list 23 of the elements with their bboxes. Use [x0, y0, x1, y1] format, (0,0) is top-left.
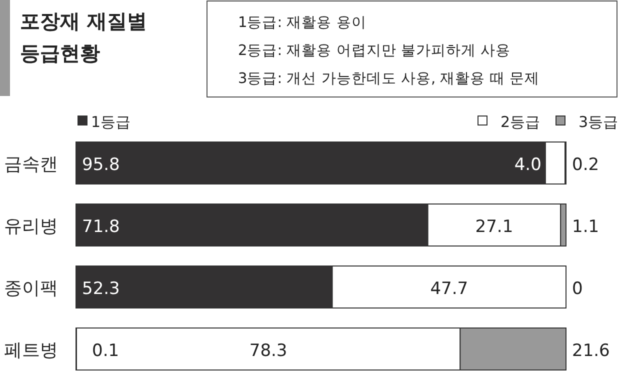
legend-label: 2등급: [500, 113, 540, 131]
y-tick-label: 유리병: [4, 216, 58, 237]
text: 1등급: 재활용 용이: [238, 15, 366, 31]
data-label: 71.8: [82, 217, 120, 237]
data-label: 4.0: [514, 155, 542, 175]
data-label: 21.6: [572, 341, 610, 361]
data-label: 0.1: [92, 341, 120, 361]
data-label: 0: [572, 279, 583, 299]
text: 3등급: 개선 가능한데도 사용, 재활용 때 문제: [238, 71, 540, 87]
data-label: 0.2: [572, 155, 600, 175]
y-tick-label: 금속캔: [4, 154, 58, 175]
chart-title: 포장재 재질별 등급현황: [20, 9, 147, 65]
data-label: 78.3: [249, 341, 288, 361]
data-label: 47.7: [430, 279, 468, 299]
legend-label: 1등급: [91, 113, 131, 131]
data-label: 1.1: [572, 217, 600, 237]
data-label: 27.1: [475, 217, 514, 237]
y-tick-label: 종이팩: [4, 278, 58, 299]
y-tick-label: 페트병: [4, 340, 58, 361]
legend-label: 3등급: [578, 113, 618, 131]
text: 2등급: 재활용 어렵지만 불가피하게 사용: [238, 43, 511, 59]
data-label: 52.3: [82, 279, 120, 299]
data-label: 95.8: [82, 155, 120, 175]
